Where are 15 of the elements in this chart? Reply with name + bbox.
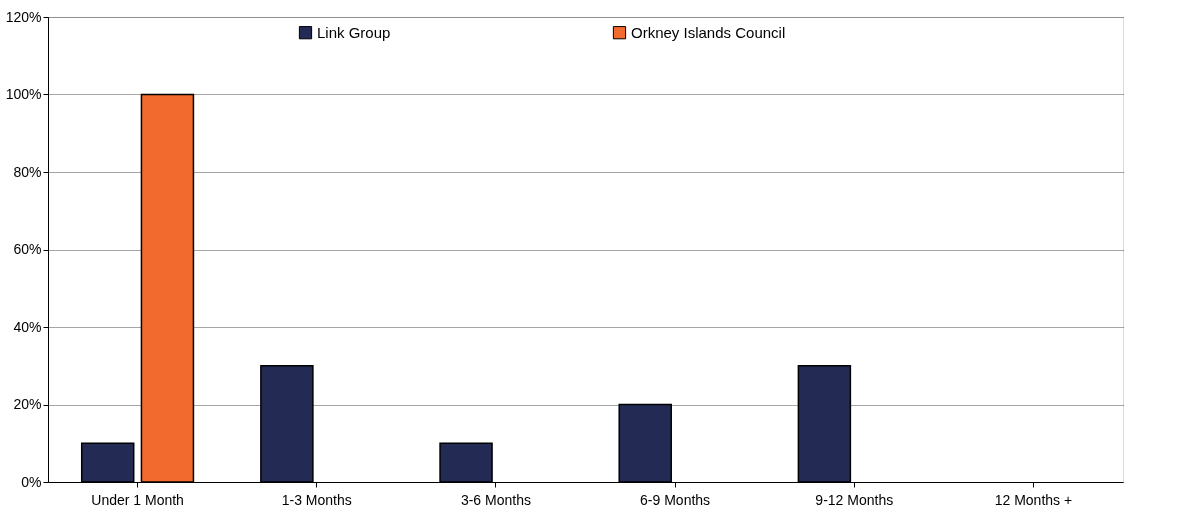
y-tick-label: 100% [5,86,42,102]
y-tick-label: 120% [5,8,42,25]
y-tick-label: 0% [21,473,42,490]
x-tick-label: Under 1 Month [91,491,184,508]
y-tick-label: 80% [13,163,42,180]
x-tick-label: 9-12 Months [815,491,894,508]
y-tick-label: 20% [13,396,42,412]
x-tick-label: 1-3 Months [281,491,352,508]
y-tick-label: 60% [13,241,42,257]
legend-label: Orkney Islands Council [631,23,786,41]
y-tick-label: 40% [13,318,42,335]
legend-label: Link Group [317,23,391,41]
x-tick-label: 12 Months + [994,491,1073,508]
x-tick-label: 6-9 Months [640,491,711,508]
x-tick-label: 3-6 Months [460,491,531,508]
